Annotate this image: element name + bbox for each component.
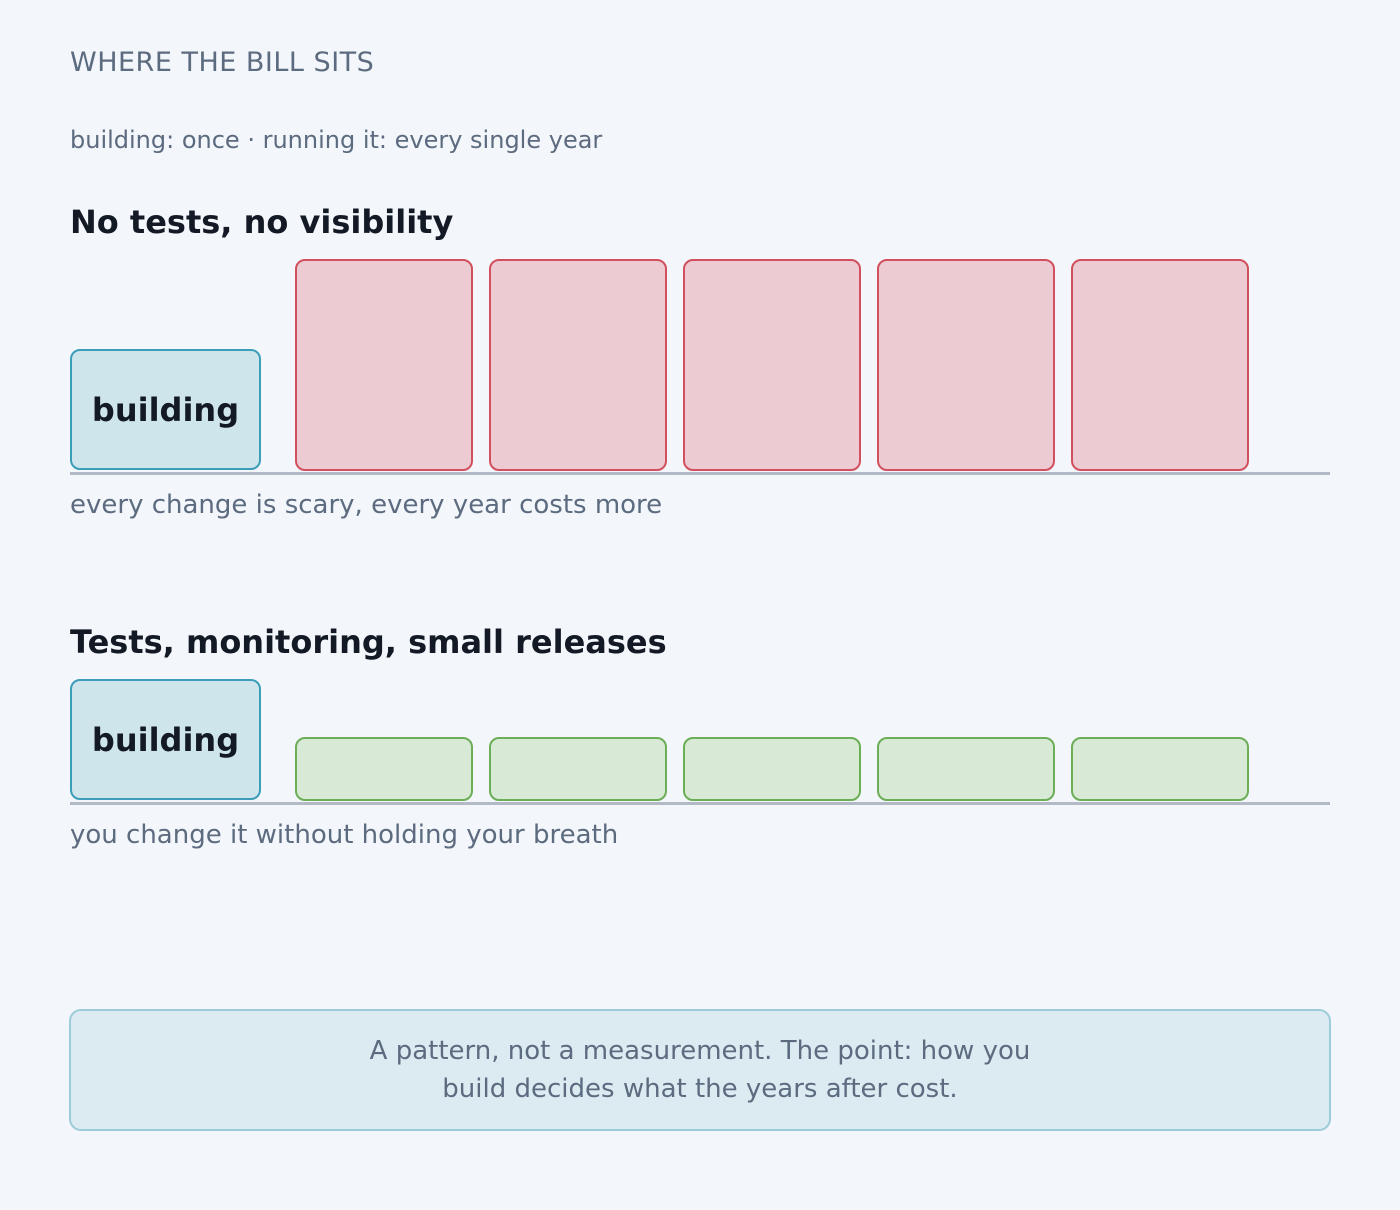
- baseline: [70, 802, 1330, 805]
- note-box: A pattern, not a measurement. The point:…: [69, 1009, 1331, 1131]
- year-block-5: [1071, 737, 1249, 801]
- scenario-caption: you change it without holding your breat…: [70, 820, 619, 850]
- year-block-2: [489, 737, 667, 801]
- year-block-3: [683, 259, 861, 471]
- year-block-4: [877, 737, 1055, 801]
- note-text: A pattern, not a measurement. The point:…: [369, 1036, 1031, 1104]
- year-block-1: [295, 737, 473, 801]
- building-block: building: [70, 349, 261, 470]
- scenario-caption: every change is scary, every year costs …: [70, 490, 663, 520]
- eyebrow-title: WHERE THE BILL SITS: [70, 47, 375, 78]
- baseline: [70, 472, 1330, 475]
- year-block-1: [295, 259, 473, 471]
- subtitle: building: once · running it: every singl…: [70, 126, 603, 154]
- building-block: building: [70, 679, 261, 800]
- year-block-5: [1071, 259, 1249, 471]
- year-block-3: [683, 737, 861, 801]
- scenario-title: No tests, no visibility: [70, 203, 454, 241]
- scenario-title: Tests, monitoring, small releases: [70, 623, 667, 661]
- year-block-4: [877, 259, 1055, 471]
- year-block-2: [489, 259, 667, 471]
